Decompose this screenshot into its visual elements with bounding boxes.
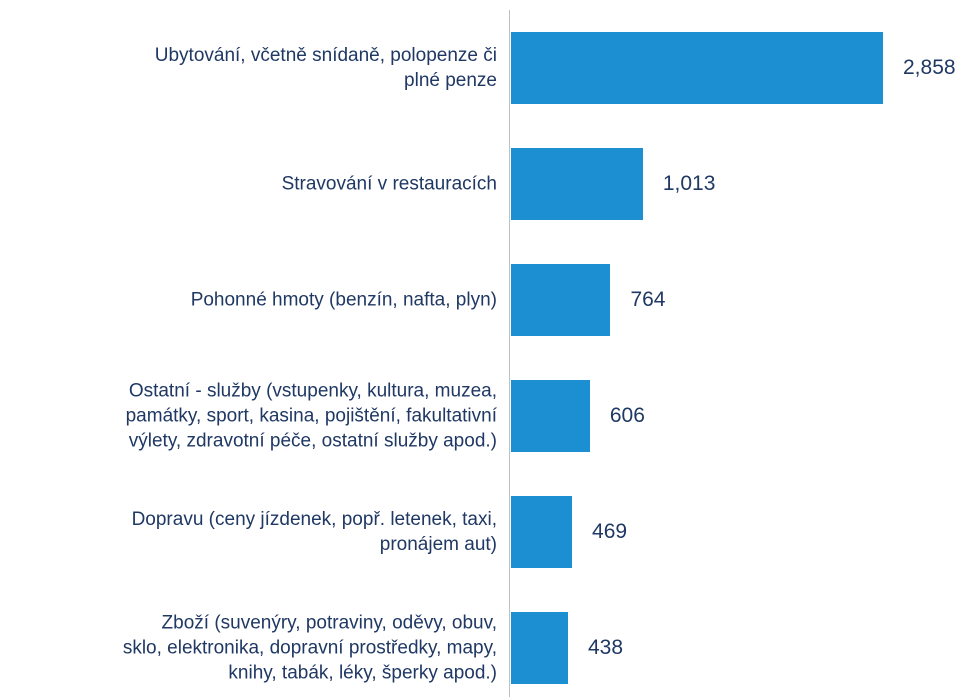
data-label: 469 [592, 520, 628, 543]
category-label: Stravování v restauracích [281, 173, 497, 195]
data-label: 438 [588, 636, 624, 659]
data-label: 606 [609, 404, 645, 427]
bar [511, 380, 590, 452]
axis-line [509, 10, 510, 697]
category-label: Zboží (suvenýry, potraviny, oděvy, obuv,… [122, 612, 497, 684]
category-label: Dopravu (ceny jízdenek, popř. letenek, t… [131, 509, 497, 555]
category-label: Ostatní - služby (vstupenky, kultura, mu… [125, 380, 497, 452]
data-label: 1,013 [662, 172, 716, 195]
bar [511, 496, 573, 568]
data-label: 764 [630, 288, 666, 311]
data-label: 2,858 [903, 56, 956, 79]
category-label: Pohonné hmoty (benzín, nafta, plyn) [190, 289, 497, 311]
bar [511, 32, 883, 104]
bar [511, 264, 611, 336]
category-label: Ubytování, včetně snídaně, polopenze či … [154, 45, 497, 91]
bar [511, 612, 568, 684]
bar [511, 148, 643, 220]
